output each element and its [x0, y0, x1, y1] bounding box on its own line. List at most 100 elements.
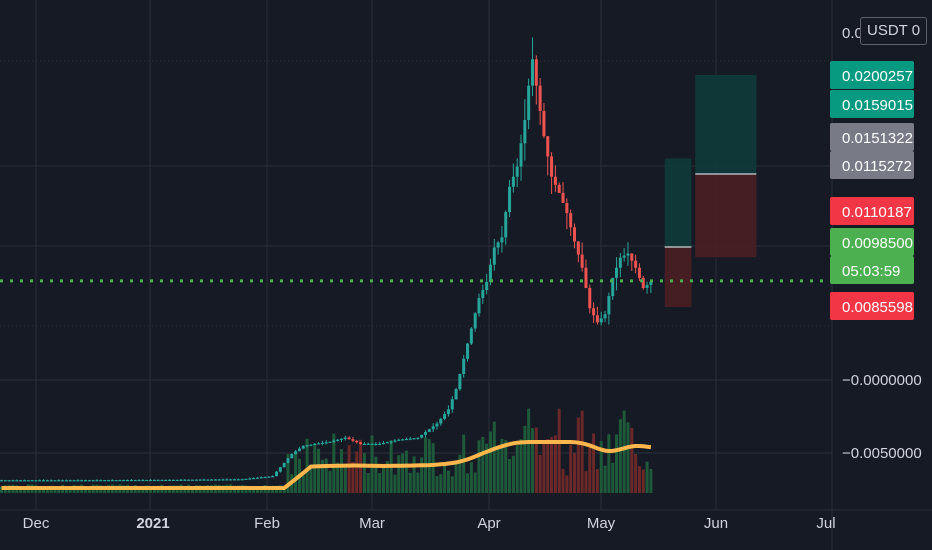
- candle-body: [320, 442, 324, 444]
- volume-bar: [618, 419, 622, 493]
- volume-bar: [408, 472, 412, 493]
- candle-body: [106, 480, 110, 482]
- candle-body: [595, 315, 599, 323]
- candle-body: [366, 443, 370, 445]
- candle-body: [351, 439, 355, 441]
- volume-bar: [343, 464, 347, 493]
- candle-body: [504, 212, 508, 238]
- candle-body: [282, 462, 286, 468]
- candle-body: [45, 480, 49, 482]
- volume-bar: [611, 462, 615, 493]
- candle-body: [550, 156, 554, 177]
- candle-body: [252, 478, 256, 480]
- volume-bar: [382, 465, 385, 493]
- candle-body: [290, 453, 294, 459]
- time-tick-label: Feb: [254, 515, 280, 532]
- price-badge-target-1: [830, 90, 914, 118]
- volume-bar: [527, 408, 531, 493]
- currency-label: USDT: [867, 22, 908, 39]
- volume-bar: [630, 427, 634, 493]
- volume-bar: [462, 434, 466, 493]
- time-tick-label: May: [587, 515, 616, 532]
- candle-body: [309, 444, 313, 446]
- volume-bar: [542, 444, 546, 493]
- time-tick-label: 2021: [136, 515, 169, 532]
- candle-body: [152, 479, 156, 482]
- candle-body: [221, 479, 225, 481]
- price-badge-label: 0.0159015: [842, 97, 913, 114]
- candle-body: [145, 479, 149, 482]
- position-1-profit-zone[interactable]: [664, 158, 692, 247]
- volume-bar: [557, 408, 561, 493]
- candle-body: [34, 480, 38, 482]
- candle-body: [397, 439, 401, 441]
- volume-bar: [584, 471, 588, 493]
- candle-body: [187, 479, 191, 481]
- volume-bar: [595, 469, 599, 493]
- candle-body: [515, 166, 519, 177]
- price-badge-label: 05:03:59: [842, 263, 900, 280]
- volume-bar: [385, 461, 389, 493]
- candlesticks: [0, 37, 653, 482]
- candle-body: [485, 281, 489, 290]
- candle-body: [359, 442, 363, 444]
- volume-bar: [446, 470, 450, 493]
- candle-body: [95, 480, 99, 482]
- candle-body: [592, 308, 596, 316]
- candle-body: [275, 471, 279, 477]
- volume-bar: [362, 453, 366, 493]
- candle-body: [332, 440, 336, 442]
- candle-body: [511, 176, 515, 187]
- candle-body: [542, 110, 546, 137]
- volume-bar: [320, 459, 324, 493]
- position-1-loss-zone[interactable]: [664, 246, 692, 307]
- volume-bar: [550, 437, 554, 493]
- candle-body: [263, 476, 267, 479]
- price-badge-target-2: [830, 61, 914, 89]
- candle-body: [615, 267, 619, 278]
- candle-body: [118, 480, 122, 482]
- volume-bar: [378, 473, 382, 493]
- candle-body: [286, 458, 290, 463]
- axis-top-label: 0.0: [842, 25, 863, 42]
- price-badge-label: 0.0110187: [842, 204, 912, 221]
- candle-body: [233, 479, 237, 481]
- volume-bar: [313, 444, 317, 493]
- candle-body: [435, 423, 439, 427]
- candle-body: [133, 479, 137, 482]
- price-axis-labels: −0.0000000 −0.0050000: [842, 372, 922, 462]
- currency-selector[interactable]: USDT 0: [860, 17, 928, 45]
- volume-bar: [519, 439, 523, 493]
- position-2-profit-zone[interactable]: [695, 75, 757, 175]
- candle-body: [259, 477, 263, 479]
- volume-bar: [569, 444, 573, 493]
- candle-body: [30, 480, 34, 482]
- candle-body: [618, 257, 622, 268]
- volume-bar: [324, 458, 328, 493]
- volume-bar: [615, 434, 619, 493]
- candle-body: [450, 399, 454, 410]
- candle-body: [294, 451, 298, 454]
- volume-bar: [500, 438, 504, 493]
- candle-body: [49, 480, 53, 482]
- volume-bar: [592, 433, 596, 493]
- candle-body: [492, 247, 496, 265]
- volume-bar: [443, 463, 447, 493]
- volume-bar: [355, 451, 359, 493]
- volume-bar: [477, 440, 481, 493]
- candle-body: [404, 438, 408, 441]
- candle-body: [473, 313, 477, 329]
- position-tools[interactable]: [664, 75, 757, 307]
- candle-body: [38, 480, 42, 482]
- volume-bar: [641, 469, 645, 493]
- time-tick-label: Dec: [23, 515, 50, 532]
- candle-body: [420, 434, 424, 438]
- time-tick-label: Mar: [359, 515, 385, 532]
- candle-body: [99, 480, 103, 482]
- candle-body: [645, 284, 649, 288]
- candle-body: [343, 437, 347, 439]
- position-2-loss-zone[interactable]: [695, 174, 757, 258]
- candle-body: [141, 479, 145, 482]
- candle-body: [466, 343, 470, 359]
